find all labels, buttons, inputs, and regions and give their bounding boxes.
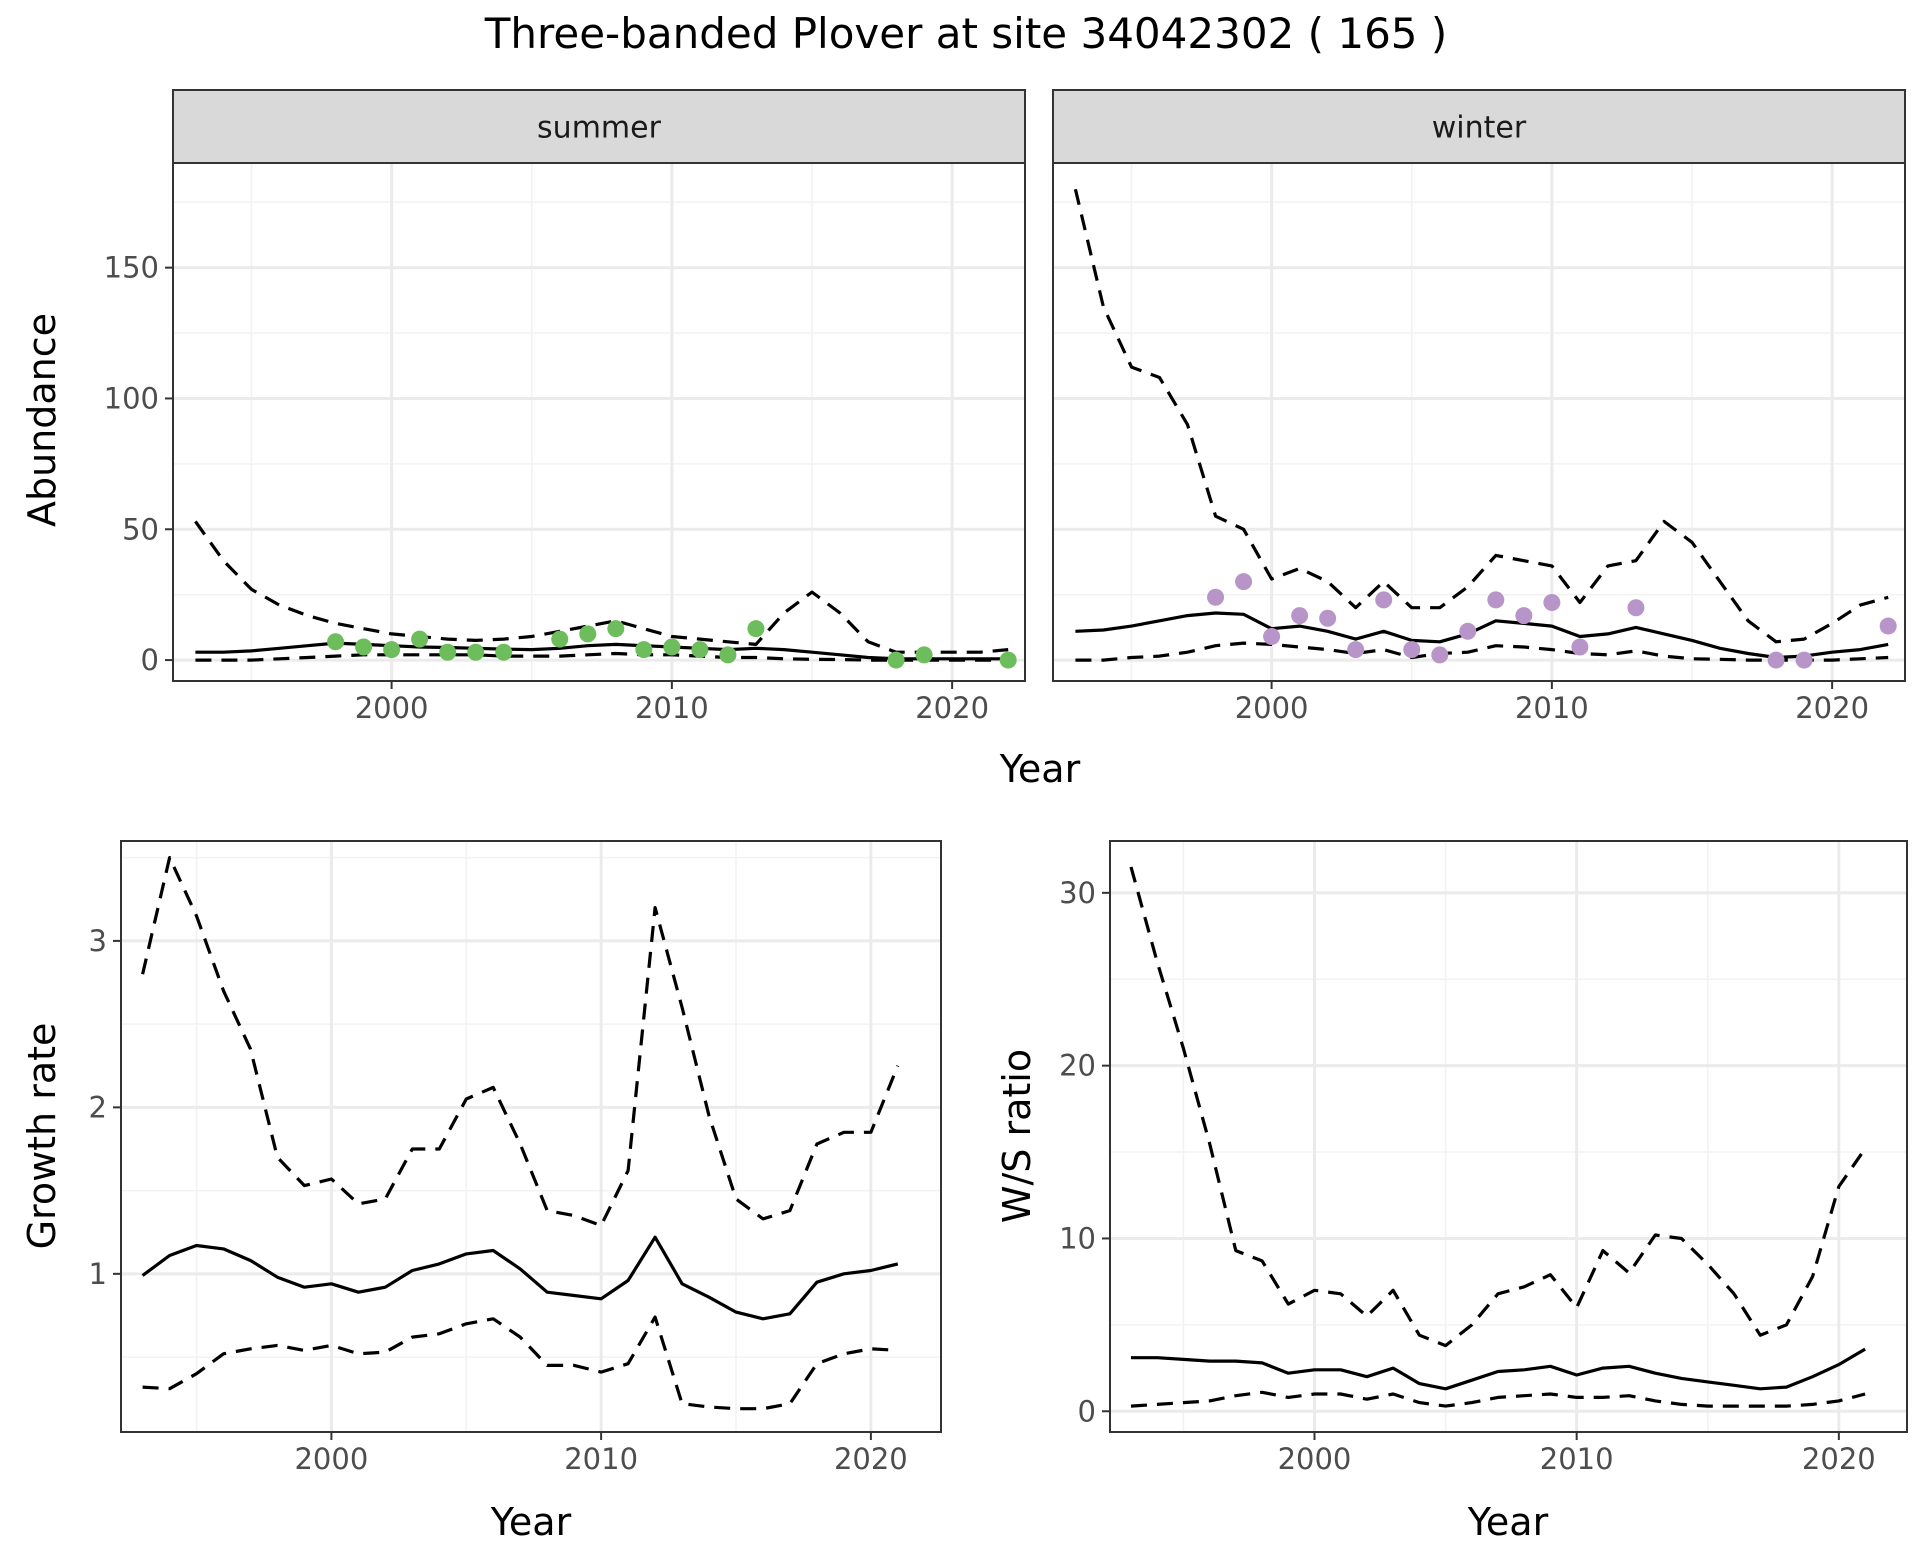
data-point [1879,617,1897,635]
x-tick-label: 2020 [1802,1442,1876,1476]
data-point [551,630,569,648]
facet-strip [1052,89,1906,164]
y-tick-label: 50 [122,512,159,546]
series-line-lower [1130,1390,1866,1408]
x-axis-title: Year [1467,1500,1549,1544]
y-tick-label: 3 [89,924,107,958]
data-point [1403,641,1421,659]
data-point [467,643,485,661]
data-point [1571,638,1589,656]
data-point [1515,607,1533,625]
data-point [383,641,401,659]
series-line-lower [142,1315,898,1411]
series-line-upper [1129,866,1867,1348]
x-tick-label: 2000 [294,1442,368,1476]
data-point [1291,607,1309,625]
y-tick-label: 0 [141,643,159,677]
y-tick-label: 0 [1078,1394,1096,1428]
x-tick-label: 2010 [1515,691,1589,725]
series-line-mean [1131,1347,1866,1391]
panel-winter: winter 2000 2010 2020 [1052,89,1906,725]
data-point [915,646,933,664]
series-line-mean [1075,611,1889,660]
data-point [1375,591,1393,609]
panel-ws-ratio: 2000 2010 2020 0 10 20 30 Year W/S ratio [995,840,1908,1544]
panel-background [1110,841,1907,1432]
data-point [1319,609,1337,627]
series-line-lower [1075,641,1889,662]
panel-background [121,841,941,1432]
data-point [327,633,345,651]
panel-growth-rate: 2000 2010 2020 1 2 3 Year Growth rate [20,840,942,1544]
facet-strip [172,89,1026,164]
data-point [747,620,765,638]
panel-border [1109,840,1908,1433]
data-point [1767,651,1785,669]
data-point [887,651,905,669]
data-point [355,638,373,656]
facet-strip-label: winter [1432,111,1527,146]
data-point [579,625,597,643]
y-tick-label: 100 [104,381,159,415]
data-point [1795,651,1813,669]
data-point [691,641,709,659]
x-tick-label: 2010 [564,1442,638,1476]
top-y-axis-title: Abundance [20,313,64,527]
x-axis-title: Year [490,1500,572,1544]
panel-background [1053,163,1905,681]
x-tick-label: 2010 [635,691,709,725]
data-point [1431,646,1449,664]
data-point [1627,599,1645,617]
data-point [663,638,681,656]
data-point [1207,588,1225,606]
y-tick-label: 10 [1059,1221,1096,1255]
chart-title: Three-banded Plover at site 34042302 ( 1… [484,9,1448,58]
data-point [999,651,1017,669]
x-tick-label: 2000 [1278,1442,1352,1476]
y-tick-label: 2 [89,1090,107,1124]
x-tick-label: 2020 [834,1442,908,1476]
data-point [411,630,429,648]
top-x-axis-title: Year [999,747,1081,791]
y-tick-label: 150 [104,251,159,285]
x-tick-label: 2010 [1540,1442,1614,1476]
panel-border [120,840,942,1433]
x-tick-label: 2000 [355,691,429,725]
x-tick-label: 2020 [915,691,989,725]
data-point [1263,628,1281,646]
series-line-upper [194,520,1009,654]
data-point [439,643,457,661]
y-tick-label: 1 [89,1257,107,1291]
series-line-upper [141,856,900,1228]
panel-background [173,163,1025,681]
x-tick-label: 2000 [1235,691,1309,725]
series-line-mean [141,1235,899,1321]
data-point [719,646,737,664]
data-point [635,641,653,659]
y-tick-label: 30 [1059,876,1096,910]
data-point [1543,594,1561,612]
facet-strip-label: summer [537,111,662,146]
data-point [607,620,625,638]
data-point [495,643,513,661]
series-line-upper [1073,188,1889,644]
data-point [1235,573,1253,591]
x-tick-label: 2020 [1795,691,1869,725]
y-tick-label: 20 [1059,1049,1096,1083]
y-axis-title: W/S ratio [995,1049,1039,1223]
y-axis-title: Growth rate [20,1023,64,1250]
series-line-lower [195,651,1009,662]
data-point [1459,622,1477,640]
panel-summer: summer 2000 2010 2020 0 50 100 150 [104,89,1026,725]
data-point [1487,591,1505,609]
data-point [1347,641,1365,659]
